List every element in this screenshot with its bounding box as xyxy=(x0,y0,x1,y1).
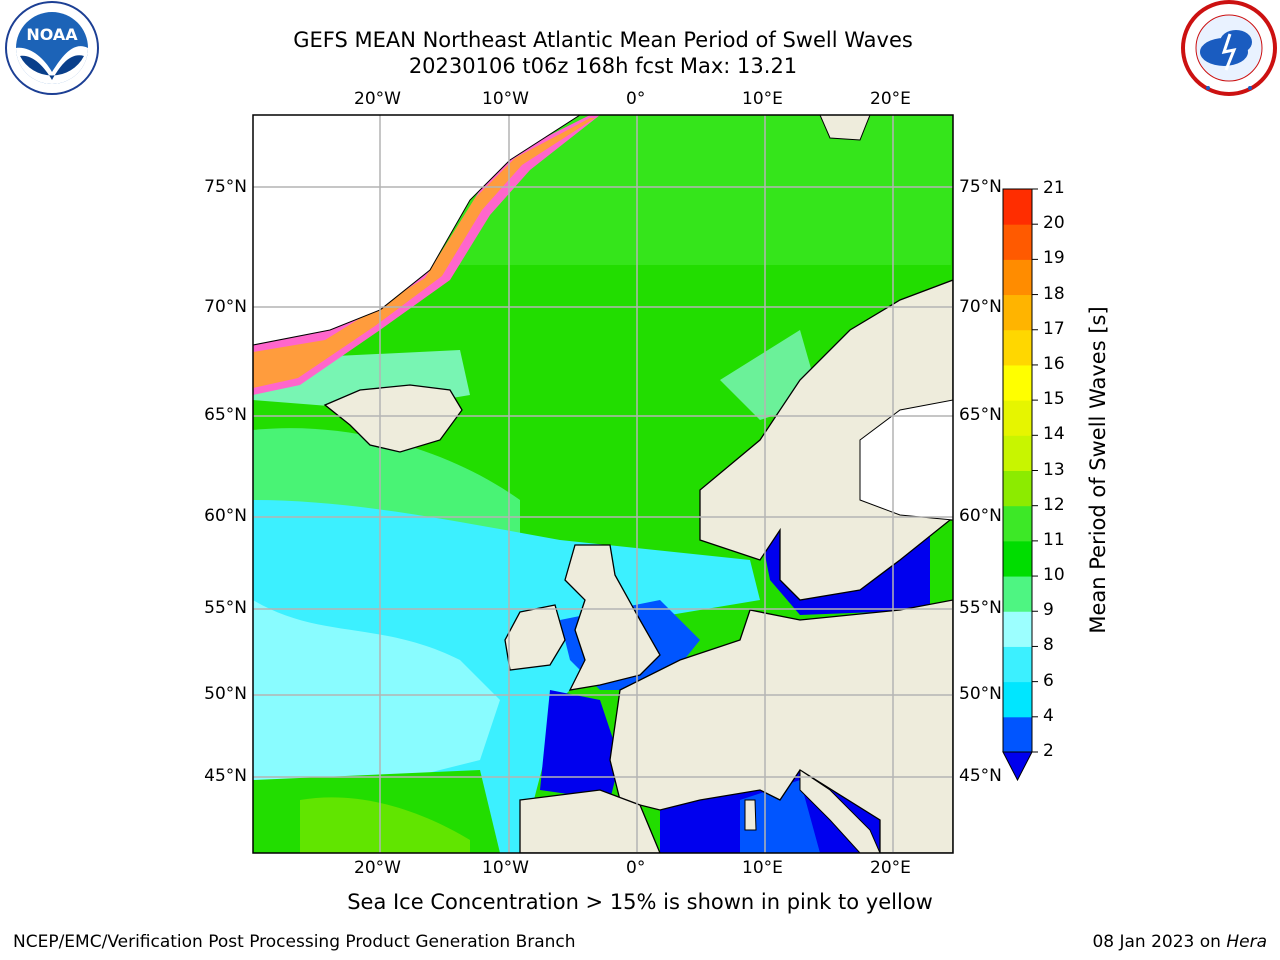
colorbar-tick-label: 18 xyxy=(1043,283,1065,304)
lon-label-top: 10°W xyxy=(482,89,529,109)
colorbar-tick-label: 11 xyxy=(1043,529,1065,550)
lon-label-bottom: 20°E xyxy=(870,858,911,878)
lat-label-right: 70°N xyxy=(959,297,1002,317)
scandinavia-land xyxy=(699,279,953,601)
map-frame xyxy=(252,114,954,854)
colorbar-segment xyxy=(1003,470,1032,507)
colorbar-tick-label: 14 xyxy=(1043,424,1065,445)
ireland-land xyxy=(504,604,566,671)
colorbar-segment xyxy=(1003,189,1032,225)
lat-label-left: 65°N xyxy=(204,405,247,425)
map-subtitle: 20230106 t06z 168h fcst Max: 13.21 xyxy=(408,54,798,78)
credit-text: NCEP/EMC/Verification Post Processing Pr… xyxy=(13,932,576,952)
greenland-land xyxy=(253,115,581,346)
lat-label-right: 45°N xyxy=(959,766,1002,786)
lon-label-top: 20°E xyxy=(870,89,911,109)
colorbar-segment xyxy=(1003,224,1032,260)
colorbar-segment xyxy=(1003,505,1032,542)
colorbar-segment xyxy=(1003,681,1032,718)
lat-label-left: 60°N xyxy=(204,506,247,526)
date-text: 08 Jan 2023 on Hera xyxy=(1092,932,1267,952)
colorbar xyxy=(1002,188,1038,782)
lat-label-left: 55°N xyxy=(204,598,247,618)
svg-text:NOAA: NOAA xyxy=(26,25,78,44)
colorbar-under-arrow xyxy=(1002,751,1033,782)
nws-logo-icon xyxy=(1181,0,1277,96)
host-name: Hera xyxy=(1226,932,1267,952)
lat-label-left: 50°N xyxy=(204,684,247,704)
colorbar-tick-label: 8 xyxy=(1043,635,1054,656)
colorbar-segment xyxy=(1003,400,1032,436)
colorbar-segment xyxy=(1003,611,1032,647)
lat-label-right: 65°N xyxy=(959,405,1002,425)
colorbar-segment xyxy=(1003,576,1032,612)
lat-label-right: 75°N xyxy=(959,177,1002,197)
colorbar-tick-label: 2 xyxy=(1043,741,1054,761)
colorbar-tick-label: 16 xyxy=(1043,353,1065,374)
colorbar-tick-label: 6 xyxy=(1043,670,1054,691)
lat-label-right: 50°N xyxy=(959,684,1002,704)
colorbar-segment xyxy=(1003,294,1032,331)
lat-label-left: 70°N xyxy=(204,297,247,317)
noaa-logo-icon: NOAA xyxy=(5,1,99,95)
lon-label-bottom: 20°W xyxy=(354,858,401,878)
lon-label-top: 10°E xyxy=(742,89,783,109)
map-gridlines xyxy=(253,115,953,853)
colorbar-tick-label: 20 xyxy=(1043,213,1065,234)
colorbar-segment xyxy=(1003,435,1032,471)
colorbar-segment xyxy=(1003,329,1032,366)
colorbar-tick-label: 4 xyxy=(1043,705,1054,726)
lat-label-right: 60°N xyxy=(959,506,1002,526)
lon-label-bottom: 10°W xyxy=(482,858,529,878)
colorbar-tick-label: 15 xyxy=(1043,389,1065,410)
sea-ice-note: Sea Ice Concentration > 15% is shown in … xyxy=(347,890,933,914)
iceland-land xyxy=(323,384,463,453)
colorbar-segment xyxy=(1003,716,1032,753)
colorbar-segment xyxy=(1003,259,1032,296)
lon-label-top: 0° xyxy=(626,89,646,109)
colorbar-tick-label: 9 xyxy=(1043,600,1054,621)
lon-label-top: 20°W xyxy=(354,89,401,109)
colorbar-tick-label: 12 xyxy=(1043,494,1065,515)
colorbar-tick-label: 10 xyxy=(1043,565,1065,586)
colorbar-segment xyxy=(1003,646,1032,683)
lat-label-left: 75°N xyxy=(204,177,247,197)
lat-label-right: 55°N xyxy=(959,598,1002,618)
lon-label-bottom: 0° xyxy=(626,858,646,878)
colorbar-tick-label: 17 xyxy=(1043,318,1065,339)
colorbar-segment xyxy=(1003,364,1032,401)
colorbar-tick-label: 21 xyxy=(1043,178,1065,198)
lon-label-bottom: 10°E xyxy=(742,858,783,878)
colorbar-segment xyxy=(1003,540,1032,577)
colorbar-label: Mean Period of Swell Waves [s] xyxy=(1086,306,1110,634)
colorbar-tick-label: 13 xyxy=(1043,459,1065,480)
lat-label-left: 45°N xyxy=(204,766,247,786)
colorbar-tick-label: 19 xyxy=(1043,248,1065,269)
map-title: GEFS MEAN Northeast Atlantic Mean Period… xyxy=(293,28,913,52)
europe-land xyxy=(609,599,953,853)
